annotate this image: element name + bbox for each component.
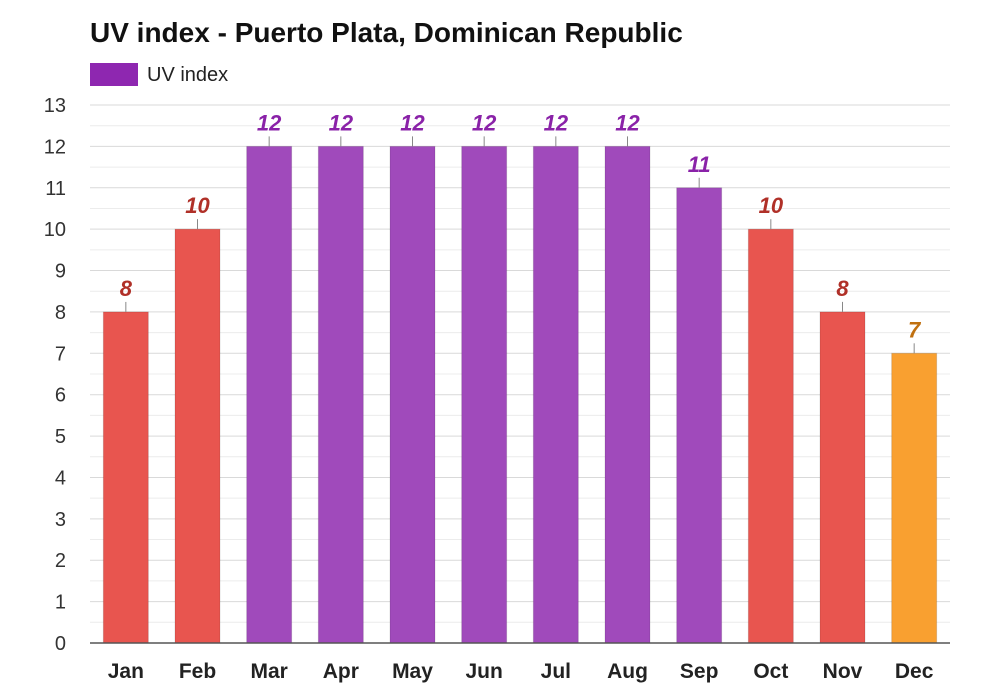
data-label: 12: [329, 110, 354, 135]
data-label: 12: [257, 110, 282, 135]
bar: [389, 145, 436, 644]
y-tick-label: 13: [44, 95, 66, 117]
y-tick-label: 8: [55, 302, 66, 324]
x-tick-label: Oct: [753, 660, 788, 683]
y-tick-label: 6: [55, 385, 66, 407]
data-label: 8: [120, 276, 133, 301]
y-tick-label: 9: [55, 261, 66, 283]
bar: [819, 311, 866, 644]
x-tick-label: Apr: [323, 660, 359, 683]
bar: [174, 228, 221, 644]
x-tick-label: Sep: [680, 660, 719, 683]
x-tick-label: May: [392, 660, 433, 683]
bar: [532, 145, 579, 644]
y-tick-label: 1: [55, 592, 66, 614]
legend-swatch: [90, 63, 138, 86]
y-tick-label: 3: [55, 509, 66, 531]
data-label: 10: [759, 193, 784, 218]
x-tick-label: Mar: [250, 660, 287, 683]
bars: 8 10 12 12 12 12 12 12 11 10 8 7: [102, 110, 938, 644]
bar: [317, 145, 364, 644]
bar: [604, 145, 651, 644]
y-tick-label: 12: [44, 136, 66, 158]
x-tick-label: Feb: [179, 660, 216, 683]
data-label: 11: [688, 152, 711, 177]
y-tick-label: 10: [44, 219, 66, 241]
y-tick-label: 5: [55, 426, 66, 448]
bar: [891, 352, 938, 644]
y-tick-label: 4: [55, 467, 66, 489]
x-tick-label: Jan: [108, 660, 144, 683]
bar: [747, 228, 794, 644]
x-tick-label: Jul: [541, 660, 571, 683]
bar: [102, 311, 149, 644]
x-axis-ticks: Jan Feb Mar Apr May Jun Jul Aug Sep Oct Nov Dec: [108, 660, 934, 683]
data-label: 12: [544, 110, 569, 135]
data-label: 12: [472, 110, 497, 135]
y-tick-label: 7: [55, 343, 66, 365]
x-tick-label: Dec: [895, 660, 934, 683]
data-label: 10: [185, 193, 210, 218]
bar: [461, 145, 508, 644]
x-tick-label: Jun: [465, 660, 502, 683]
chart-title: UV index - Puerto Plata, Dominican Repub…: [90, 17, 683, 48]
bar: [676, 187, 723, 644]
y-tick-label: 11: [45, 178, 66, 200]
y-tick-label: 0: [55, 633, 66, 655]
data-label: 12: [615, 110, 640, 135]
data-label: 7: [908, 317, 922, 342]
legend-label: UV index: [147, 64, 228, 86]
y-tick-label: 2: [55, 550, 66, 572]
x-tick-label: Aug: [607, 660, 648, 683]
data-label: 12: [400, 110, 425, 135]
bar: [246, 145, 293, 644]
data-label: 8: [836, 276, 849, 301]
x-tick-label: Nov: [823, 660, 863, 683]
